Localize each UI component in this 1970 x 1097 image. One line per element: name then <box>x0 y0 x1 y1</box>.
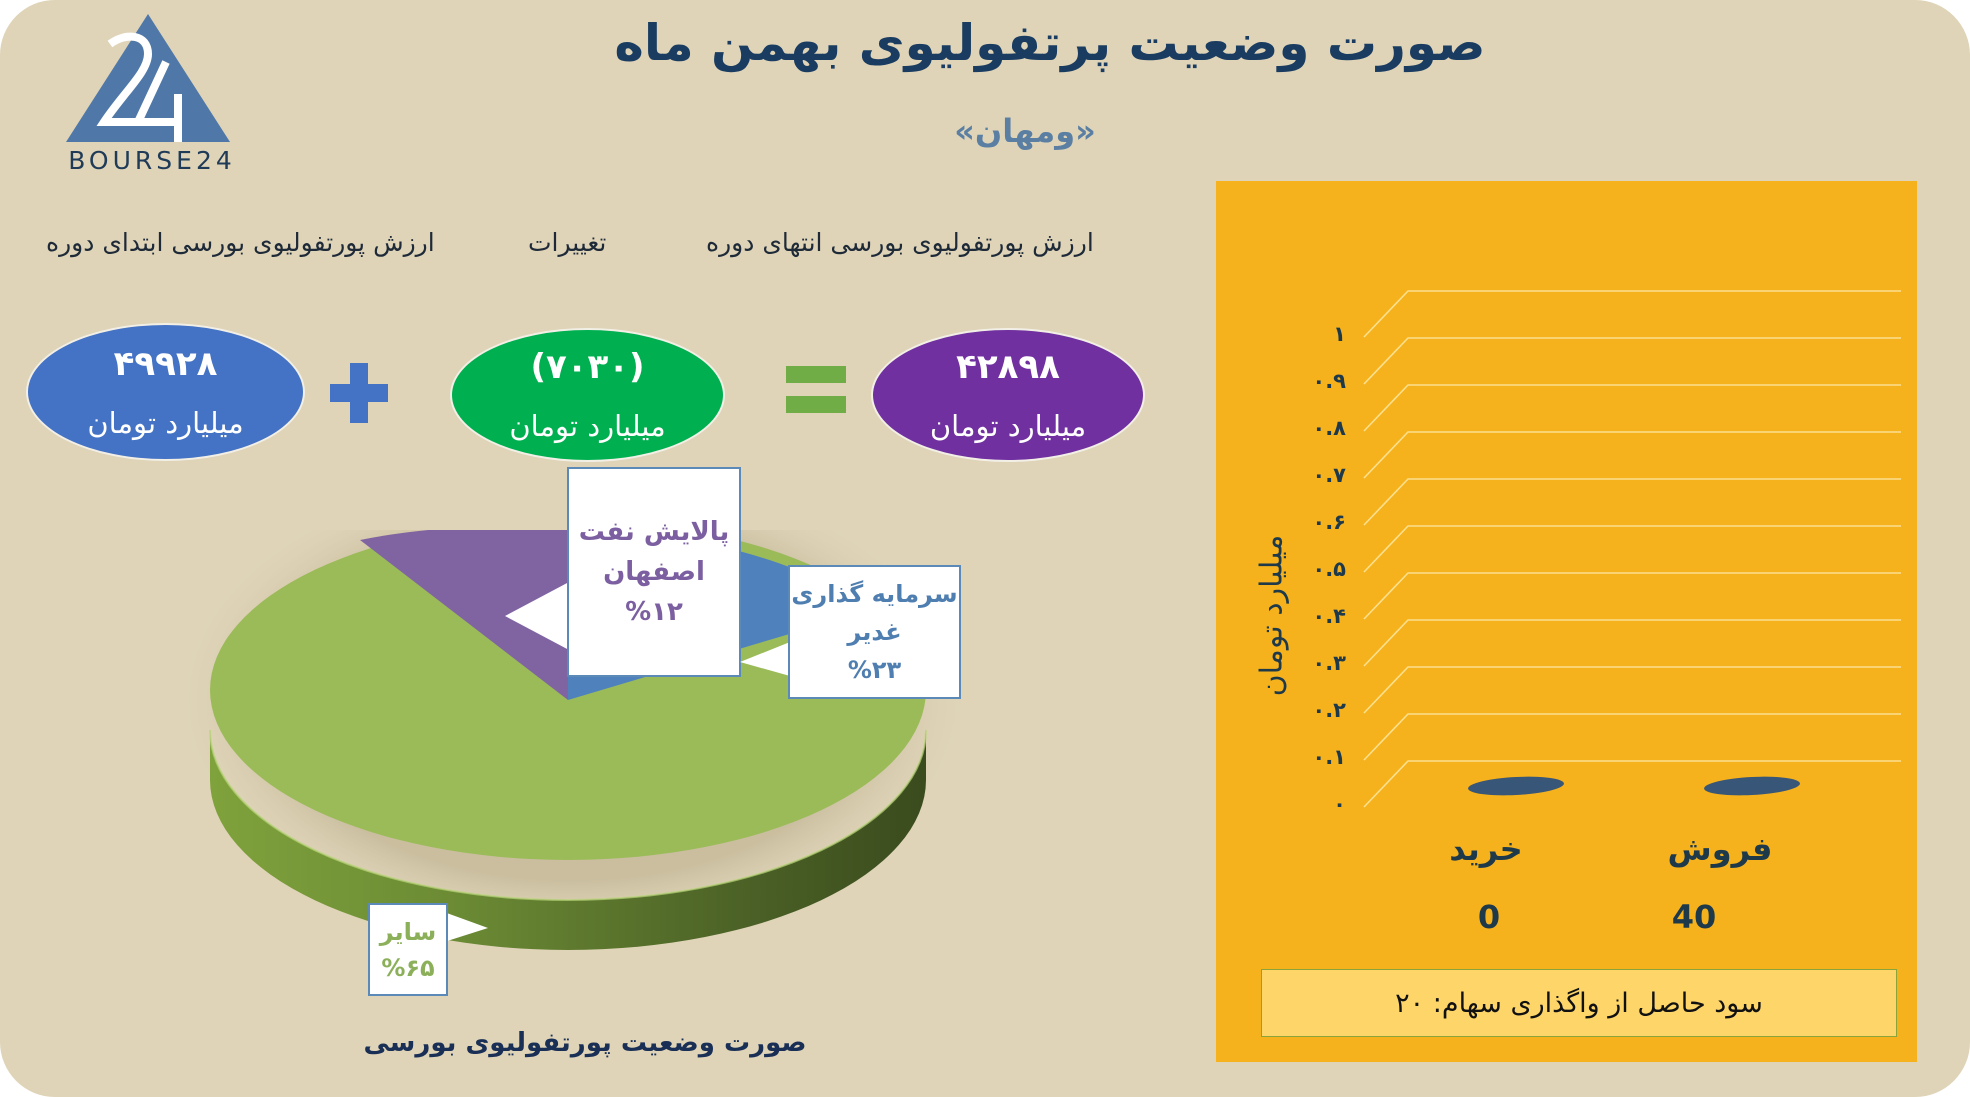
y-tick: ۰.۷ <box>1312 463 1346 487</box>
profit-text: سود حاصل از واگذاری سهام: ۲۰ <box>1395 987 1763 1019</box>
y-tick: ۰.۶ <box>1312 510 1346 534</box>
callout-ghadir-name: سرمایه گذاری <box>791 580 958 608</box>
change-value-ellipse: (۷۰۳۰) میلیارد تومان <box>450 328 725 462</box>
pie-slice-palayesh <box>360 530 570 700</box>
y-tick: ۰.۸ <box>1312 416 1346 440</box>
start-value: ۴۹۹۲۸ <box>113 343 218 384</box>
bar-forush <box>1704 776 1800 796</box>
bar-kharid <box>1468 776 1564 796</box>
y-tick: ۰.۴ <box>1312 604 1346 628</box>
bar-chart-grid <box>1363 290 1901 808</box>
y-tick: ۰.۹ <box>1312 369 1346 393</box>
y-tick: ۰ <box>1333 792 1346 816</box>
page-subtitle: «ومهان» <box>954 112 1096 150</box>
start-value-ellipse: ۴۹۹۲۸ میلیارد تومان <box>26 323 305 461</box>
end-value: ۴۲۸۹۸ <box>956 346 1060 387</box>
change-value: (۷۰۳۰) <box>530 346 645 387</box>
end-value-ellipse: ۴۲۸۹۸ میلیارد تومان <box>871 328 1145 462</box>
equals-icon <box>786 366 846 383</box>
start-unit: میلیارد تومان <box>87 405 244 440</box>
y-tick: ۱ <box>1333 322 1346 346</box>
value-forush: 40 <box>1671 898 1717 936</box>
start-value-label: ارزش پورتفولیوی بورسی ابتدای دوره <box>46 228 435 257</box>
change-unit: میلیارد تومان <box>509 408 666 443</box>
pie-caption: صورت وضعیت پورتفولیوی بورسی <box>363 1028 807 1058</box>
callout-pointer-ghadir <box>740 642 790 676</box>
value-kharid: 0 <box>1477 898 1501 936</box>
callout-ghadir-pct: %۲۳ <box>847 656 902 684</box>
profit-box: سود حاصل از واگذاری سهام: ۲۰ <box>1261 969 1897 1037</box>
category-forush: فروش <box>1667 830 1773 868</box>
callout-pointer-sayer <box>444 912 488 942</box>
logo-text: BOURSE24 <box>68 146 236 175</box>
callout-palayesh-name: پالایش نفت <box>578 517 730 547</box>
y-axis-label: میلیارد تومان <box>1254 534 1290 697</box>
equals-icon-lower <box>786 396 846 413</box>
pie-side-wall <box>210 730 926 950</box>
category-kharid: خرید <box>1449 830 1523 868</box>
change-label: تغییرات <box>528 228 607 257</box>
plus-icon-vertical <box>350 363 368 423</box>
y-tick: ۰.۲ <box>1312 698 1346 722</box>
bar-chart-panel <box>1216 181 1917 1062</box>
end-value-label: ارزش پورتفولیوی بورسی انتهای دوره <box>706 228 1094 257</box>
y-tick: ۰.۳ <box>1312 651 1346 675</box>
callout-sayer: سایر %۶۵ <box>368 903 448 996</box>
callout-palayesh-name2: اصفهان <box>603 557 705 587</box>
page-title: صورت وضعیت پرتفولیوی بهمن ماه <box>614 14 1486 72</box>
callout-pointer-palayesh <box>505 582 569 650</box>
callout-palayesh-pct: %۱۲ <box>625 597 683 627</box>
y-tick: ۰.۵ <box>1312 557 1346 581</box>
callout-sayer-name: سایر <box>379 917 437 946</box>
callout-palayesh: پالایش نفت اصفهان %۱۲ <box>567 467 741 677</box>
callout-ghadir: سرمایه گذاری غدیر %۲۳ <box>788 565 961 699</box>
callout-sayer-pct: %۶۵ <box>381 953 435 982</box>
bourse24-logo-icon <box>66 14 230 142</box>
callout-ghadir-name2: غدیر <box>847 618 902 646</box>
end-unit: میلیارد تومان <box>929 408 1087 443</box>
y-tick: ۰.۱ <box>1312 745 1346 769</box>
